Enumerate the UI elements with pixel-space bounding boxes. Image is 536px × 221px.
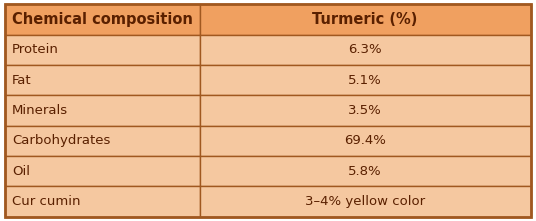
Text: Carbohydrates: Carbohydrates <box>12 134 110 147</box>
Bar <box>200 4 531 35</box>
Text: Oil: Oil <box>12 165 30 178</box>
Text: Fat: Fat <box>12 74 32 87</box>
Bar <box>5 65 200 95</box>
Bar <box>200 156 531 186</box>
Bar <box>200 65 531 95</box>
Text: Protein: Protein <box>12 43 58 56</box>
Text: Cur cumin: Cur cumin <box>12 195 80 208</box>
Bar <box>5 95 200 126</box>
Bar <box>200 95 531 126</box>
Text: 69.4%: 69.4% <box>344 134 386 147</box>
Bar <box>200 35 531 65</box>
Text: Chemical composition: Chemical composition <box>12 12 192 27</box>
Text: 3.5%: 3.5% <box>348 104 382 117</box>
Text: 5.8%: 5.8% <box>348 165 382 178</box>
Bar <box>5 35 200 65</box>
Bar <box>5 186 200 217</box>
Text: 6.3%: 6.3% <box>348 43 382 56</box>
Text: 5.1%: 5.1% <box>348 74 382 87</box>
Bar <box>200 186 531 217</box>
Bar <box>5 156 200 186</box>
Bar <box>5 126 200 156</box>
Bar <box>5 4 200 35</box>
Text: 3–4% yellow color: 3–4% yellow color <box>305 195 425 208</box>
Bar <box>200 126 531 156</box>
Text: Turmeric (%): Turmeric (%) <box>312 12 418 27</box>
Text: Minerals: Minerals <box>12 104 68 117</box>
